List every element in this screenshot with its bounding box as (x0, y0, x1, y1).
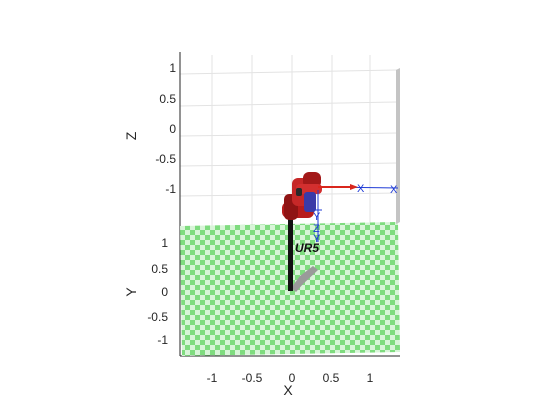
y-axis-label: Y (123, 287, 139, 297)
svg-text:1: 1 (169, 61, 176, 75)
robot-base-pole (288, 214, 293, 291)
svg-text:-1: -1 (165, 182, 176, 196)
frame-label-y2: Y (313, 233, 321, 245)
svg-text:0: 0 (161, 285, 168, 299)
svg-text:-1: -1 (207, 371, 218, 385)
svg-text:-0.5: -0.5 (155, 152, 176, 166)
coordinate-frames (314, 184, 399, 242)
svg-text:0.5: 0.5 (159, 92, 176, 106)
frame-label-y1: Y (313, 211, 321, 223)
svg-text:0: 0 (169, 122, 176, 136)
svg-text:0.5: 0.5 (151, 262, 168, 276)
x-axis-label: X (283, 382, 293, 398)
svg-text:0.5: 0.5 (323, 371, 340, 385)
z-axis-ticks: 1 0.5 0 -0.5 -1 (155, 61, 176, 196)
y-axis-ticks: 1 0.5 0 -0.5 -1 (147, 236, 168, 347)
frame-label-z: Z (313, 223, 320, 235)
svg-text:-0.5: -0.5 (147, 310, 168, 324)
frame-label-x1: X (357, 183, 365, 195)
svg-text:1: 1 (161, 236, 168, 250)
svg-text:1: 1 (367, 371, 374, 385)
robot-body (282, 172, 322, 220)
robot-shadow-right (396, 68, 400, 224)
svg-text:-1: -1 (157, 333, 168, 347)
axis-spines (179, 52, 400, 357)
robot-shadow-floor (291, 266, 318, 292)
robot-name-label: UR5 (295, 241, 319, 255)
x-axis-ticks: -1 -0.5 0 0.5 1 (207, 371, 374, 385)
z-axis-label: Z (123, 131, 139, 140)
svg-text:0: 0 (289, 371, 296, 385)
frame-label-x2: X (390, 184, 398, 196)
svg-text:-0.5: -0.5 (242, 371, 263, 385)
